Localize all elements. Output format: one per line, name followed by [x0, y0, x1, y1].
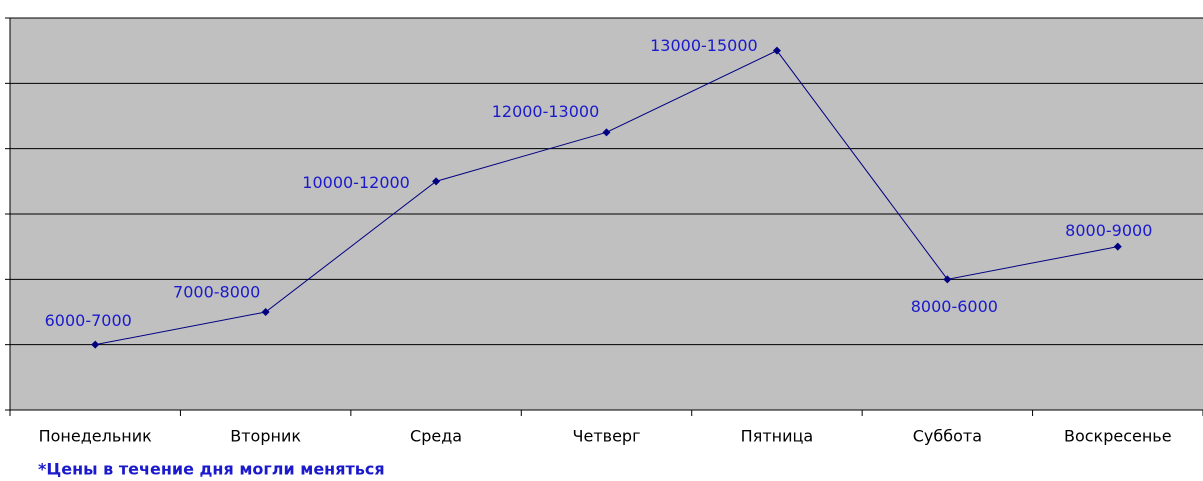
- data-label: 13000-15000: [650, 36, 758, 55]
- data-label: 8000-9000: [1065, 221, 1152, 240]
- data-label: 12000-13000: [492, 102, 600, 121]
- point-marker: [91, 340, 100, 349]
- x-tick-label: Четверг: [573, 427, 641, 446]
- x-tick-label: Пятница: [741, 427, 814, 446]
- x-tick-label: Среда: [410, 427, 462, 446]
- x-tick-label: Суббота: [913, 427, 982, 446]
- x-tick-label: Вторник: [230, 427, 301, 446]
- point-marker: [432, 177, 441, 186]
- footnote: *Цены в течение дня могли меняться: [38, 460, 385, 479]
- data-label: 10000-12000: [302, 173, 410, 192]
- point-marker: [1113, 242, 1122, 251]
- data-label: 8000-6000: [911, 297, 998, 316]
- x-tick-label: Понедельник: [39, 427, 153, 446]
- data-label: 7000-8000: [173, 283, 260, 302]
- point-marker: [602, 128, 611, 137]
- data-label: 6000-7000: [45, 311, 132, 330]
- x-tick-label: Воскресенье: [1064, 427, 1172, 446]
- point-marker: [772, 46, 781, 55]
- point-marker: [261, 308, 270, 316]
- point-marker: [943, 275, 952, 284]
